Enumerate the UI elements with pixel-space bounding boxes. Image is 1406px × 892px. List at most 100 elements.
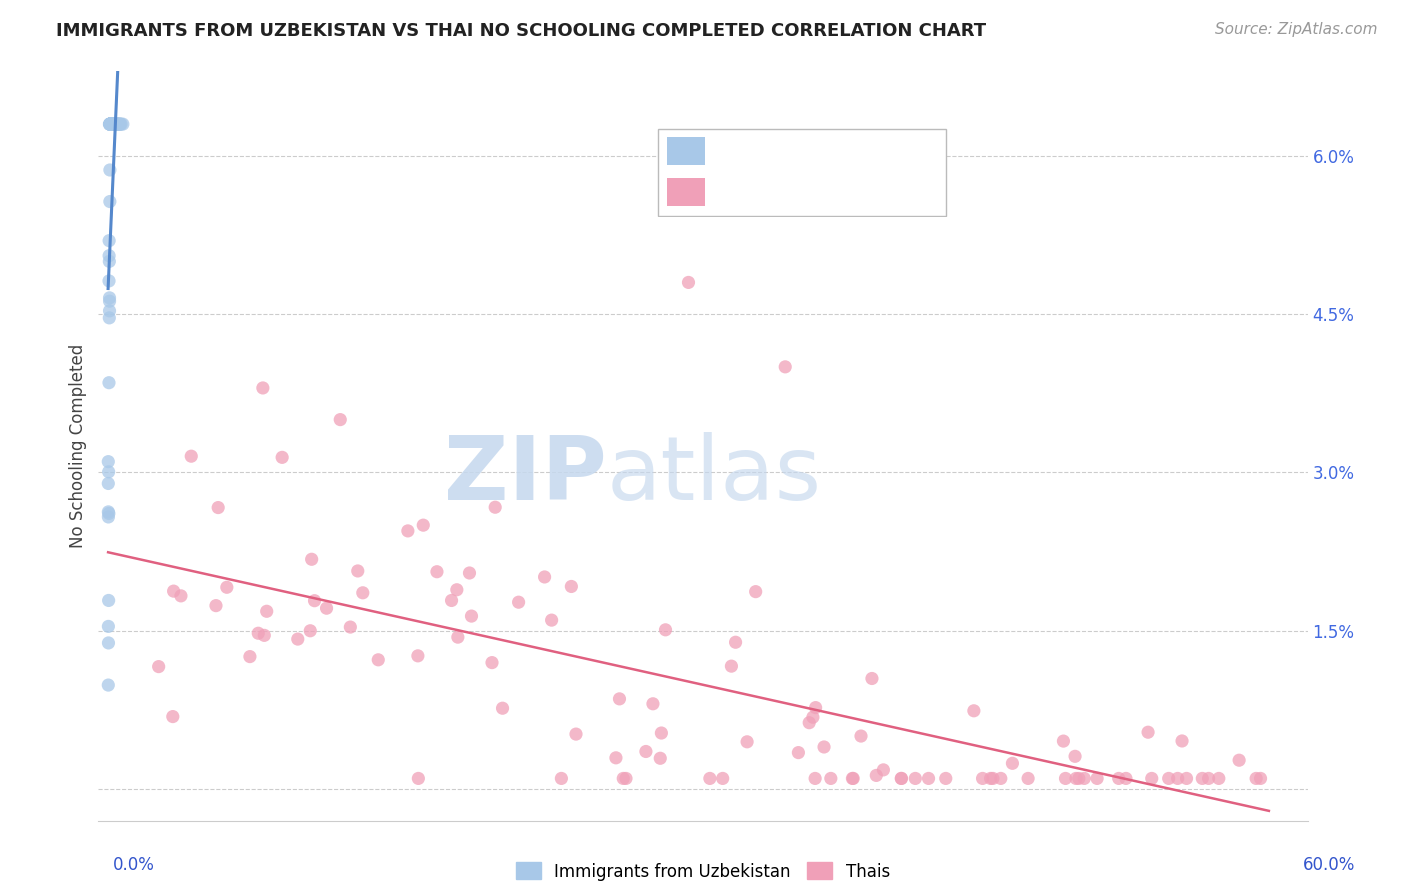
- Point: [101, 117, 124, 131]
- Point: [105, 117, 128, 131]
- Point: [98, 117, 121, 131]
- Point: [98, 294, 121, 309]
- Point: [699, 772, 721, 786]
- Point: [1054, 772, 1077, 786]
- Point: [100, 117, 122, 131]
- Point: [491, 701, 513, 715]
- Point: [842, 772, 865, 786]
- Point: [744, 584, 766, 599]
- Point: [100, 117, 122, 131]
- Point: [634, 744, 657, 758]
- Point: [253, 628, 276, 642]
- Point: [110, 117, 132, 131]
- Point: [180, 449, 202, 463]
- Point: [98, 117, 121, 131]
- Point: [98, 310, 121, 325]
- Point: [100, 117, 122, 131]
- Point: [860, 672, 883, 686]
- Point: [100, 117, 122, 131]
- Point: [980, 772, 1002, 786]
- Point: [98, 117, 121, 131]
- Point: [215, 580, 238, 594]
- Point: [100, 117, 122, 131]
- Point: [352, 586, 374, 600]
- Point: [104, 117, 127, 131]
- Point: [103, 117, 125, 131]
- Point: [605, 751, 627, 765]
- Point: [533, 570, 555, 584]
- Point: [100, 117, 122, 131]
- Point: [97, 507, 120, 521]
- Point: [440, 593, 463, 607]
- Point: [98, 249, 121, 263]
- Point: [105, 117, 128, 131]
- Point: [1157, 772, 1180, 786]
- Point: [406, 648, 429, 663]
- Point: [105, 117, 128, 131]
- Point: [1250, 772, 1272, 786]
- Point: [1137, 725, 1160, 739]
- Point: [458, 566, 481, 580]
- Point: [108, 117, 131, 131]
- Point: [98, 376, 121, 390]
- Point: [904, 772, 927, 786]
- Point: [720, 659, 742, 673]
- Point: [1167, 772, 1189, 786]
- Point: [787, 746, 810, 760]
- Point: [100, 117, 122, 131]
- Point: [540, 613, 562, 627]
- FancyBboxPatch shape: [658, 128, 946, 216]
- Point: [98, 254, 121, 268]
- Point: [329, 412, 352, 426]
- Point: [963, 704, 986, 718]
- Point: [1191, 772, 1213, 786]
- Text: atlas: atlas: [606, 433, 821, 519]
- Text: R = 0.066: R = 0.066: [720, 142, 803, 160]
- Point: [100, 117, 122, 131]
- Point: [650, 726, 672, 740]
- Point: [711, 772, 734, 786]
- Point: [98, 303, 121, 318]
- Point: [447, 630, 470, 644]
- Point: [170, 589, 193, 603]
- Point: [98, 274, 121, 288]
- Point: [1073, 772, 1095, 786]
- Point: [101, 117, 124, 131]
- Point: [935, 772, 957, 786]
- Point: [650, 751, 672, 765]
- Point: [162, 709, 184, 723]
- Point: [101, 117, 124, 131]
- Point: [104, 117, 127, 131]
- Point: [101, 117, 124, 131]
- Text: ZIP: ZIP: [443, 433, 606, 519]
- Point: [101, 117, 124, 131]
- Point: [654, 623, 676, 637]
- Point: [1017, 772, 1039, 786]
- Point: [1208, 772, 1230, 786]
- Point: [100, 117, 122, 131]
- Point: [100, 117, 122, 131]
- Point: [97, 510, 120, 524]
- Point: [412, 518, 434, 533]
- Point: [801, 710, 824, 724]
- Point: [97, 505, 120, 519]
- Point: [97, 476, 120, 491]
- Point: [100, 117, 122, 131]
- Point: [101, 117, 124, 131]
- Point: [1171, 734, 1194, 748]
- Point: [1064, 772, 1087, 786]
- Point: [849, 729, 872, 743]
- Point: [1198, 772, 1220, 786]
- Point: [890, 772, 912, 786]
- Point: [804, 772, 827, 786]
- Point: [252, 381, 274, 395]
- Point: [550, 772, 572, 786]
- Point: [205, 599, 228, 613]
- Point: [103, 117, 125, 131]
- FancyBboxPatch shape: [666, 178, 706, 206]
- Point: [108, 117, 131, 131]
- Point: [101, 117, 124, 131]
- FancyBboxPatch shape: [666, 136, 706, 165]
- Point: [98, 117, 121, 131]
- Point: [396, 524, 419, 538]
